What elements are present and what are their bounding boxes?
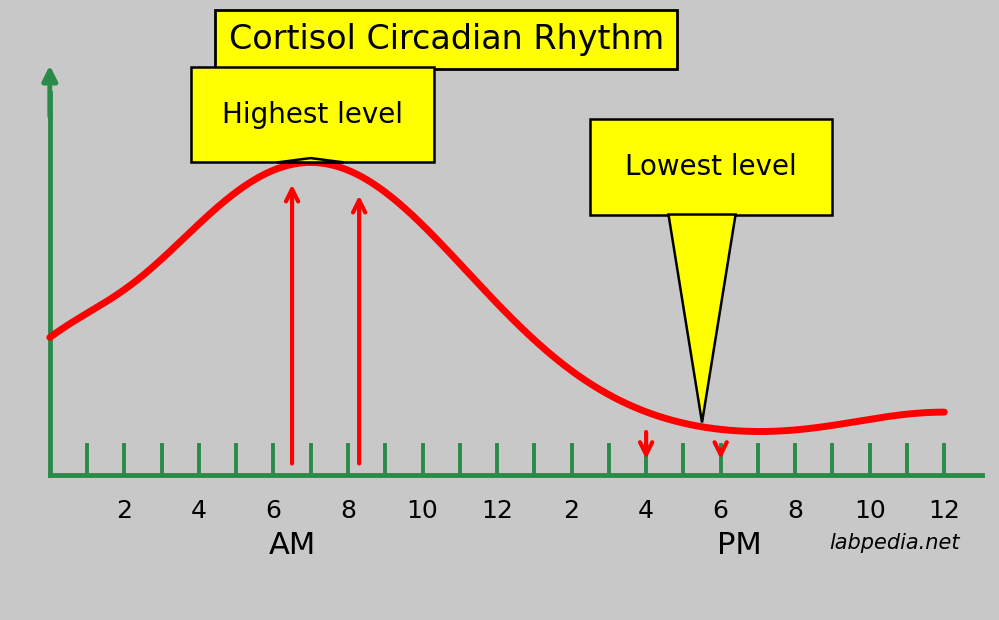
Text: 10: 10 (407, 498, 439, 523)
Text: Lowest level: Lowest level (625, 153, 797, 181)
Text: Highest level: Highest level (222, 100, 403, 129)
Text: 4: 4 (191, 498, 207, 523)
Polygon shape (277, 158, 345, 162)
Text: 2: 2 (116, 498, 132, 523)
Text: Cortisol Circadian Rhythm: Cortisol Circadian Rhythm (229, 23, 664, 56)
Polygon shape (668, 215, 735, 422)
Text: 10: 10 (854, 498, 886, 523)
FancyBboxPatch shape (192, 67, 434, 162)
Text: 12: 12 (928, 498, 960, 523)
FancyBboxPatch shape (590, 119, 832, 215)
Text: 8: 8 (787, 498, 803, 523)
Text: labpedia.net: labpedia.net (829, 533, 960, 554)
Text: 2: 2 (563, 498, 579, 523)
Text: AM: AM (269, 531, 316, 560)
Text: 8: 8 (340, 498, 356, 523)
Text: 4: 4 (638, 498, 654, 523)
Text: PM: PM (717, 531, 761, 560)
Text: 6: 6 (712, 498, 728, 523)
Text: 12: 12 (482, 498, 512, 523)
Text: 6: 6 (266, 498, 282, 523)
